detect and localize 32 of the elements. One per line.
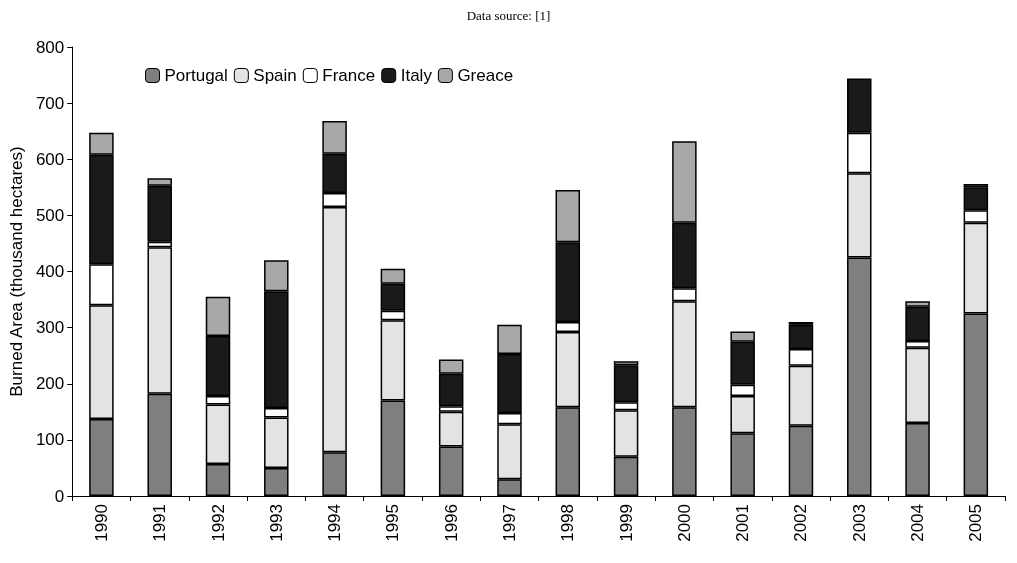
y-tick-label: 700 bbox=[35, 93, 65, 113]
x-tick-label: 2003 bbox=[849, 504, 869, 542]
x-tick-label: 1992 bbox=[208, 504, 228, 542]
x-tick-label: 2002 bbox=[791, 504, 811, 542]
x-tick-label: 1994 bbox=[325, 504, 345, 542]
y-tick-label: 600 bbox=[35, 149, 65, 169]
legend-label: Spain bbox=[253, 66, 297, 85]
x-tick-label: 1997 bbox=[499, 504, 519, 542]
y-tick-label: 200 bbox=[35, 374, 65, 394]
x-tick-label: 1996 bbox=[441, 504, 461, 542]
x-tick-label: 1991 bbox=[150, 504, 170, 542]
y-tick-label: 0 bbox=[54, 486, 65, 506]
legend-label: Greace bbox=[457, 66, 514, 85]
chart-title: Data source: [1] bbox=[466, 8, 551, 23]
x-tick-label: 1993 bbox=[266, 504, 286, 542]
y-tick-label: 500 bbox=[35, 205, 65, 225]
x-tick-label: 2001 bbox=[733, 504, 753, 542]
x-tick-label: 2004 bbox=[908, 504, 928, 542]
x-tick-label: 1990 bbox=[91, 504, 111, 542]
x-tick-label: 2005 bbox=[966, 504, 986, 542]
legend-label: Portugal bbox=[164, 66, 228, 85]
y-tick-label: 100 bbox=[35, 430, 65, 450]
legend-label: France bbox=[322, 66, 376, 85]
y-tick-label: 400 bbox=[35, 262, 65, 281]
y-axis-title: Burned Area (thousand hectares) bbox=[7, 146, 26, 397]
x-tick-label: 1995 bbox=[383, 504, 403, 542]
y-tick-label: 300 bbox=[35, 318, 65, 338]
legend-label: Italy bbox=[400, 66, 433, 85]
x-tick-label: 1999 bbox=[616, 504, 636, 542]
y-tick-label: 800 bbox=[35, 37, 65, 57]
x-tick-label: 2000 bbox=[674, 504, 694, 542]
x-tick-label: 1998 bbox=[558, 504, 578, 542]
